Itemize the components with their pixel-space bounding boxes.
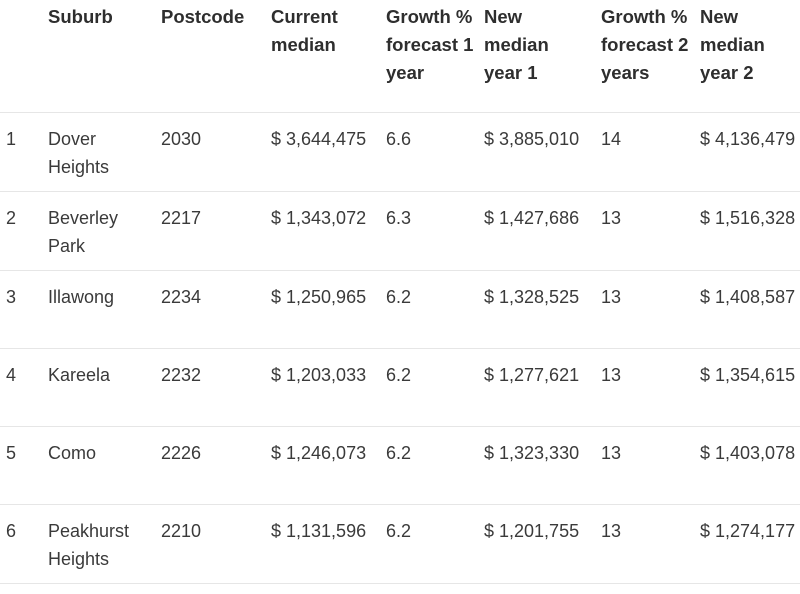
cell-growth-2-years: 13: [591, 504, 690, 584]
header-suburb: Suburb: [38, 0, 151, 113]
cell-new-median-year-1: $ 1,277,621: [474, 348, 591, 427]
cell-current-median: $ 1,203,033: [261, 348, 376, 427]
cell-postcode: 2226: [151, 426, 261, 505]
header-growth-2-years: Growth % forecast 2 years: [591, 0, 690, 113]
cell-new-median-year-1: $ 3,885,010: [474, 112, 591, 192]
cell-new-median-year-2: $ 1,274,177: [690, 504, 800, 584]
cell-growth-1-year: 6.2: [376, 504, 474, 584]
cell-current-median: $ 1,250,965: [261, 270, 376, 349]
table-row: 2 Beverley Park 2217 $ 1,343,072 6.3 $ 1…: [0, 191, 800, 271]
cell-growth-2-years: 13: [591, 348, 690, 427]
cell-new-median-year-2: $ 1,408,587: [690, 270, 800, 349]
table-row: 5 Como 2226 $ 1,246,073 6.2 $ 1,323,330 …: [0, 426, 800, 505]
table-header-row: Suburb Postcode Current median Growth % …: [0, 0, 800, 113]
cell-new-median-year-2: $ 1,354,615: [690, 348, 800, 427]
table-row: 6 Peakhurst Heights 2210 $ 1,131,596 6.2…: [0, 504, 800, 584]
header-current-median: Current median: [261, 0, 376, 113]
cell-suburb: Como: [38, 426, 151, 505]
cell-postcode: 2217: [151, 191, 261, 271]
cell-growth-2-years: 13: [591, 270, 690, 349]
cell-growth-2-years: 13: [591, 426, 690, 505]
header-new-median-year-2: New median year 2: [690, 0, 800, 113]
header-postcode: Postcode: [151, 0, 261, 113]
cell-rank: 6: [0, 504, 38, 584]
cell-new-median-year-2: $ 1,403,078: [690, 426, 800, 505]
cell-growth-1-year: 6.2: [376, 348, 474, 427]
cell-current-median: $ 1,131,596: [261, 504, 376, 584]
cell-new-median-year-1: $ 1,328,525: [474, 270, 591, 349]
cell-growth-2-years: 13: [591, 191, 690, 271]
cell-new-median-year-1: $ 1,201,755: [474, 504, 591, 584]
cell-growth-2-years: 14: [591, 112, 690, 192]
header-new-median-year-1: New median year 1: [474, 0, 591, 113]
cell-current-median: $ 1,246,073: [261, 426, 376, 505]
header-rank: [0, 0, 38, 113]
cell-postcode: 2030: [151, 112, 261, 192]
cell-rank: 2: [0, 191, 38, 271]
header-growth-1-year: Growth % forecast 1 year: [376, 0, 474, 113]
cell-suburb: Beverley Park: [38, 191, 151, 271]
cell-rank: 4: [0, 348, 38, 427]
cell-postcode: 2210: [151, 504, 261, 584]
table-row: 4 Kareela 2232 $ 1,203,033 6.2 $ 1,277,6…: [0, 348, 800, 427]
cell-suburb: Kareela: [38, 348, 151, 427]
cell-suburb: Peakhurst Heights: [38, 504, 151, 584]
cell-current-median: $ 1,343,072: [261, 191, 376, 271]
cell-rank: 1: [0, 112, 38, 192]
table-row: 1 Dover Heights 2030 $ 3,644,475 6.6 $ 3…: [0, 112, 800, 192]
cell-new-median-year-2: $ 1,516,328: [690, 191, 800, 271]
cell-postcode: 2234: [151, 270, 261, 349]
cell-growth-1-year: 6.3: [376, 191, 474, 271]
cell-new-median-year-1: $ 1,323,330: [474, 426, 591, 505]
cell-new-median-year-1: $ 1,427,686: [474, 191, 591, 271]
table-row: 3 Illawong 2234 $ 1,250,965 6.2 $ 1,328,…: [0, 270, 800, 349]
cell-current-median: $ 3,644,475: [261, 112, 376, 192]
cell-growth-1-year: 6.6: [376, 112, 474, 192]
cell-new-median-year-2: $ 4,136,479: [690, 112, 800, 192]
cell-rank: 5: [0, 426, 38, 505]
cell-postcode: 2232: [151, 348, 261, 427]
cell-growth-1-year: 6.2: [376, 270, 474, 349]
cell-suburb: Illawong: [38, 270, 151, 349]
cell-suburb: Dover Heights: [38, 112, 151, 192]
cell-growth-1-year: 6.2: [376, 426, 474, 505]
cell-rank: 3: [0, 270, 38, 349]
